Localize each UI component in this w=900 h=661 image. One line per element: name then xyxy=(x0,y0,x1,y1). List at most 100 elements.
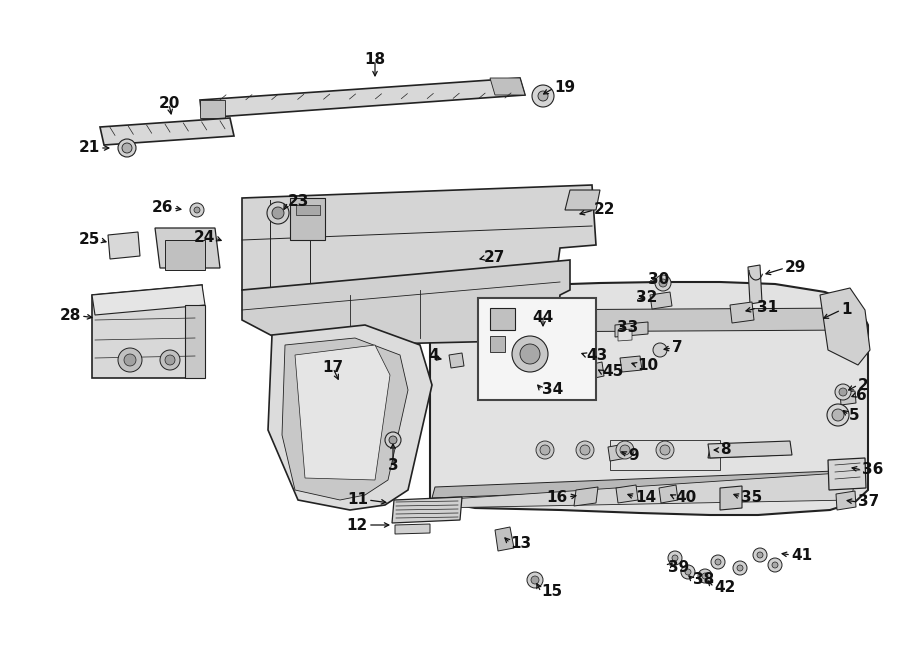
Polygon shape xyxy=(165,240,205,270)
Polygon shape xyxy=(836,491,856,510)
Circle shape xyxy=(118,139,136,157)
Circle shape xyxy=(672,555,678,561)
Circle shape xyxy=(620,445,630,455)
Circle shape xyxy=(839,388,847,396)
Text: 30: 30 xyxy=(648,272,670,288)
Circle shape xyxy=(194,207,200,213)
Circle shape xyxy=(385,432,401,448)
Text: 14: 14 xyxy=(635,490,656,504)
Polygon shape xyxy=(588,362,604,379)
Text: 40: 40 xyxy=(675,490,697,504)
Polygon shape xyxy=(268,325,432,510)
Text: 18: 18 xyxy=(364,52,385,67)
Circle shape xyxy=(659,279,667,287)
Text: 2: 2 xyxy=(858,377,868,393)
Circle shape xyxy=(272,207,284,219)
Polygon shape xyxy=(242,260,570,345)
Circle shape xyxy=(512,336,548,372)
Text: 12: 12 xyxy=(346,518,368,533)
Circle shape xyxy=(827,404,849,426)
Polygon shape xyxy=(449,353,464,368)
Circle shape xyxy=(660,445,670,455)
Polygon shape xyxy=(568,345,584,361)
Polygon shape xyxy=(840,391,856,405)
Polygon shape xyxy=(618,329,632,341)
Polygon shape xyxy=(574,487,598,506)
Text: 7: 7 xyxy=(672,340,682,356)
Text: 8: 8 xyxy=(720,442,731,457)
Circle shape xyxy=(653,343,667,357)
Polygon shape xyxy=(495,527,514,551)
Circle shape xyxy=(668,551,682,565)
Polygon shape xyxy=(650,292,672,309)
Polygon shape xyxy=(200,78,525,118)
Circle shape xyxy=(527,572,543,588)
Text: 36: 36 xyxy=(862,463,884,477)
Polygon shape xyxy=(433,472,855,508)
Polygon shape xyxy=(100,118,234,145)
Text: 10: 10 xyxy=(637,358,658,373)
Polygon shape xyxy=(730,302,754,323)
Circle shape xyxy=(267,202,289,224)
Circle shape xyxy=(538,91,548,101)
Text: 24: 24 xyxy=(194,231,215,245)
Polygon shape xyxy=(608,444,627,461)
Text: 4: 4 xyxy=(428,348,438,364)
Circle shape xyxy=(681,565,695,579)
Circle shape xyxy=(655,275,671,291)
Polygon shape xyxy=(490,78,525,95)
Circle shape xyxy=(540,445,550,455)
Polygon shape xyxy=(610,440,720,470)
Polygon shape xyxy=(708,444,785,458)
Text: 26: 26 xyxy=(151,200,173,215)
Text: 22: 22 xyxy=(594,202,616,217)
Circle shape xyxy=(118,348,142,372)
Circle shape xyxy=(531,576,539,584)
Polygon shape xyxy=(392,497,462,523)
Text: 1: 1 xyxy=(841,303,851,317)
Circle shape xyxy=(165,355,175,365)
Text: 11: 11 xyxy=(347,492,368,508)
Polygon shape xyxy=(708,441,792,458)
Circle shape xyxy=(702,573,708,579)
Polygon shape xyxy=(565,190,600,210)
Text: 19: 19 xyxy=(554,81,575,95)
Text: 35: 35 xyxy=(741,490,762,504)
Text: 33: 33 xyxy=(617,321,638,336)
Circle shape xyxy=(122,143,132,153)
Text: 39: 39 xyxy=(668,559,689,574)
Text: 43: 43 xyxy=(586,348,608,362)
Text: 13: 13 xyxy=(510,535,531,551)
Circle shape xyxy=(757,552,763,558)
Text: 32: 32 xyxy=(636,290,657,305)
Polygon shape xyxy=(494,308,860,332)
Circle shape xyxy=(737,565,743,571)
Text: 9: 9 xyxy=(628,447,639,463)
Text: 29: 29 xyxy=(785,260,806,276)
Text: 42: 42 xyxy=(714,580,735,594)
Polygon shape xyxy=(432,470,860,498)
Text: 28: 28 xyxy=(59,309,81,323)
Circle shape xyxy=(768,558,782,572)
Text: 45: 45 xyxy=(602,364,623,379)
Polygon shape xyxy=(282,338,408,500)
Polygon shape xyxy=(430,282,868,515)
Polygon shape xyxy=(620,356,642,372)
Text: 37: 37 xyxy=(858,494,879,510)
Circle shape xyxy=(698,569,712,583)
Polygon shape xyxy=(490,308,515,330)
Circle shape xyxy=(835,384,851,400)
Polygon shape xyxy=(295,345,390,480)
Polygon shape xyxy=(615,322,648,337)
Circle shape xyxy=(711,555,725,569)
Circle shape xyxy=(389,436,397,444)
Polygon shape xyxy=(490,336,505,352)
Polygon shape xyxy=(92,285,205,315)
Circle shape xyxy=(576,441,594,459)
Circle shape xyxy=(832,409,844,421)
Text: 38: 38 xyxy=(693,572,715,588)
Polygon shape xyxy=(200,100,225,118)
Polygon shape xyxy=(528,375,550,393)
Polygon shape xyxy=(748,265,762,304)
Polygon shape xyxy=(185,305,205,378)
